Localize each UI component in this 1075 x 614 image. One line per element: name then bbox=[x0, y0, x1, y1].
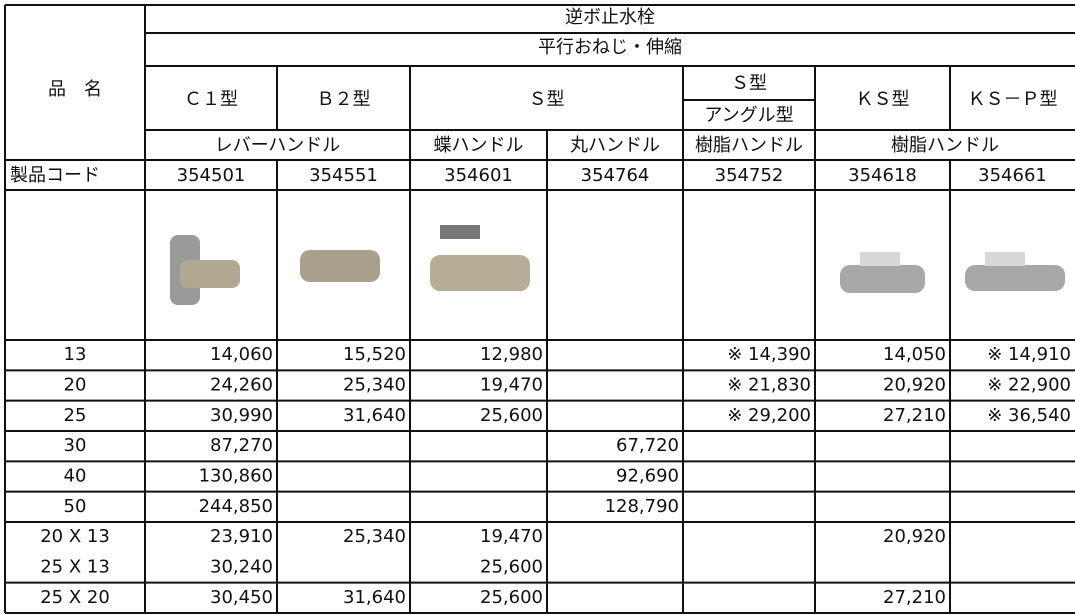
price: 25,600 bbox=[480, 557, 543, 578]
product-code: 354752 bbox=[715, 165, 784, 186]
product-code: 354618 bbox=[848, 165, 917, 186]
product-photo bbox=[965, 265, 1065, 291]
size-label: 40 bbox=[64, 466, 87, 487]
product-code: 354764 bbox=[581, 165, 650, 186]
price: ※ 14,910 bbox=[987, 344, 1071, 365]
price: 25,600 bbox=[480, 587, 543, 608]
type-label: Ｓ型 bbox=[731, 73, 767, 94]
price: ※ 36,540 bbox=[987, 405, 1071, 426]
product-code: 354601 bbox=[444, 165, 513, 186]
product-photo bbox=[430, 255, 530, 291]
size-label: 25 X 20 bbox=[40, 587, 110, 608]
size-label: 25 bbox=[64, 405, 87, 426]
product-code: 354661 bbox=[978, 165, 1047, 186]
size-label: 13 bbox=[64, 344, 87, 365]
price: 12,980 bbox=[480, 344, 543, 365]
price: 25,600 bbox=[480, 405, 543, 426]
type-label: Ｃ１型 bbox=[184, 89, 238, 110]
product-photo bbox=[440, 225, 480, 239]
table-title: 逆ボ止水栓 bbox=[565, 7, 655, 28]
price: ※ 22,900 bbox=[987, 375, 1071, 396]
size-label: 25 X 13 bbox=[40, 557, 110, 578]
product-photo bbox=[180, 260, 240, 288]
product-code: 354501 bbox=[177, 165, 246, 186]
handle-label: レバーハンドル bbox=[215, 135, 341, 156]
type-label: ＫＳ－Ｐ型 bbox=[968, 89, 1058, 110]
type-label: Ｓ型 bbox=[529, 89, 565, 110]
product-photo bbox=[840, 265, 925, 293]
price: 130,860 bbox=[199, 466, 273, 487]
price: 30,450 bbox=[210, 587, 273, 608]
price: 20,920 bbox=[883, 526, 946, 547]
price: 244,850 bbox=[199, 496, 273, 517]
price: 20,920 bbox=[883, 375, 946, 396]
price: 19,470 bbox=[480, 375, 543, 396]
size-label: 20 X 13 bbox=[40, 526, 110, 547]
price: 23,910 bbox=[210, 526, 273, 547]
type-label: ＫＳ型 bbox=[856, 89, 910, 110]
product-code: 354551 bbox=[309, 165, 378, 186]
code-label: 製品コード bbox=[10, 165, 100, 186]
product-photo bbox=[300, 250, 380, 282]
price: 25,340 bbox=[343, 375, 406, 396]
handle-label: 樹脂ハンドル bbox=[891, 135, 999, 156]
size-label: 20 bbox=[64, 375, 87, 396]
price: ※ 14,390 bbox=[727, 344, 811, 365]
price: 14,050 bbox=[883, 344, 946, 365]
price: 87,270 bbox=[210, 435, 273, 456]
price: ※ 29,200 bbox=[727, 405, 811, 426]
price: 92,690 bbox=[616, 466, 679, 487]
type-label: Ｂ２型 bbox=[317, 89, 371, 110]
handle-label: 丸ハンドル bbox=[570, 135, 660, 156]
product-photo bbox=[985, 252, 1025, 266]
price: 128,790 bbox=[605, 496, 679, 517]
table-subtitle: 平行おねじ・伸縮 bbox=[538, 37, 682, 58]
price: 30,240 bbox=[210, 557, 273, 578]
price: 27,210 bbox=[883, 587, 946, 608]
price: 67,720 bbox=[616, 435, 679, 456]
price: 31,640 bbox=[343, 405, 406, 426]
handle-label: 蝶ハンドル bbox=[434, 135, 524, 156]
price: 27,210 bbox=[883, 405, 946, 426]
price: 19,470 bbox=[480, 526, 543, 547]
type-sub-label: アングル型 bbox=[704, 105, 793, 126]
size-label: 50 bbox=[64, 496, 87, 517]
name-label: 品 名 bbox=[48, 79, 102, 100]
price: 25,340 bbox=[343, 526, 406, 547]
product-photo bbox=[860, 252, 900, 266]
price: 24,260 bbox=[210, 375, 273, 396]
price: ※ 21,830 bbox=[727, 375, 811, 396]
price: 31,640 bbox=[343, 587, 406, 608]
price: 15,520 bbox=[343, 344, 406, 365]
price: 30,990 bbox=[210, 405, 273, 426]
handle-label: 樹脂ハンドル bbox=[695, 135, 803, 156]
product-photos bbox=[170, 225, 1065, 305]
size-label: 30 bbox=[64, 435, 87, 456]
price: 14,060 bbox=[210, 344, 273, 365]
